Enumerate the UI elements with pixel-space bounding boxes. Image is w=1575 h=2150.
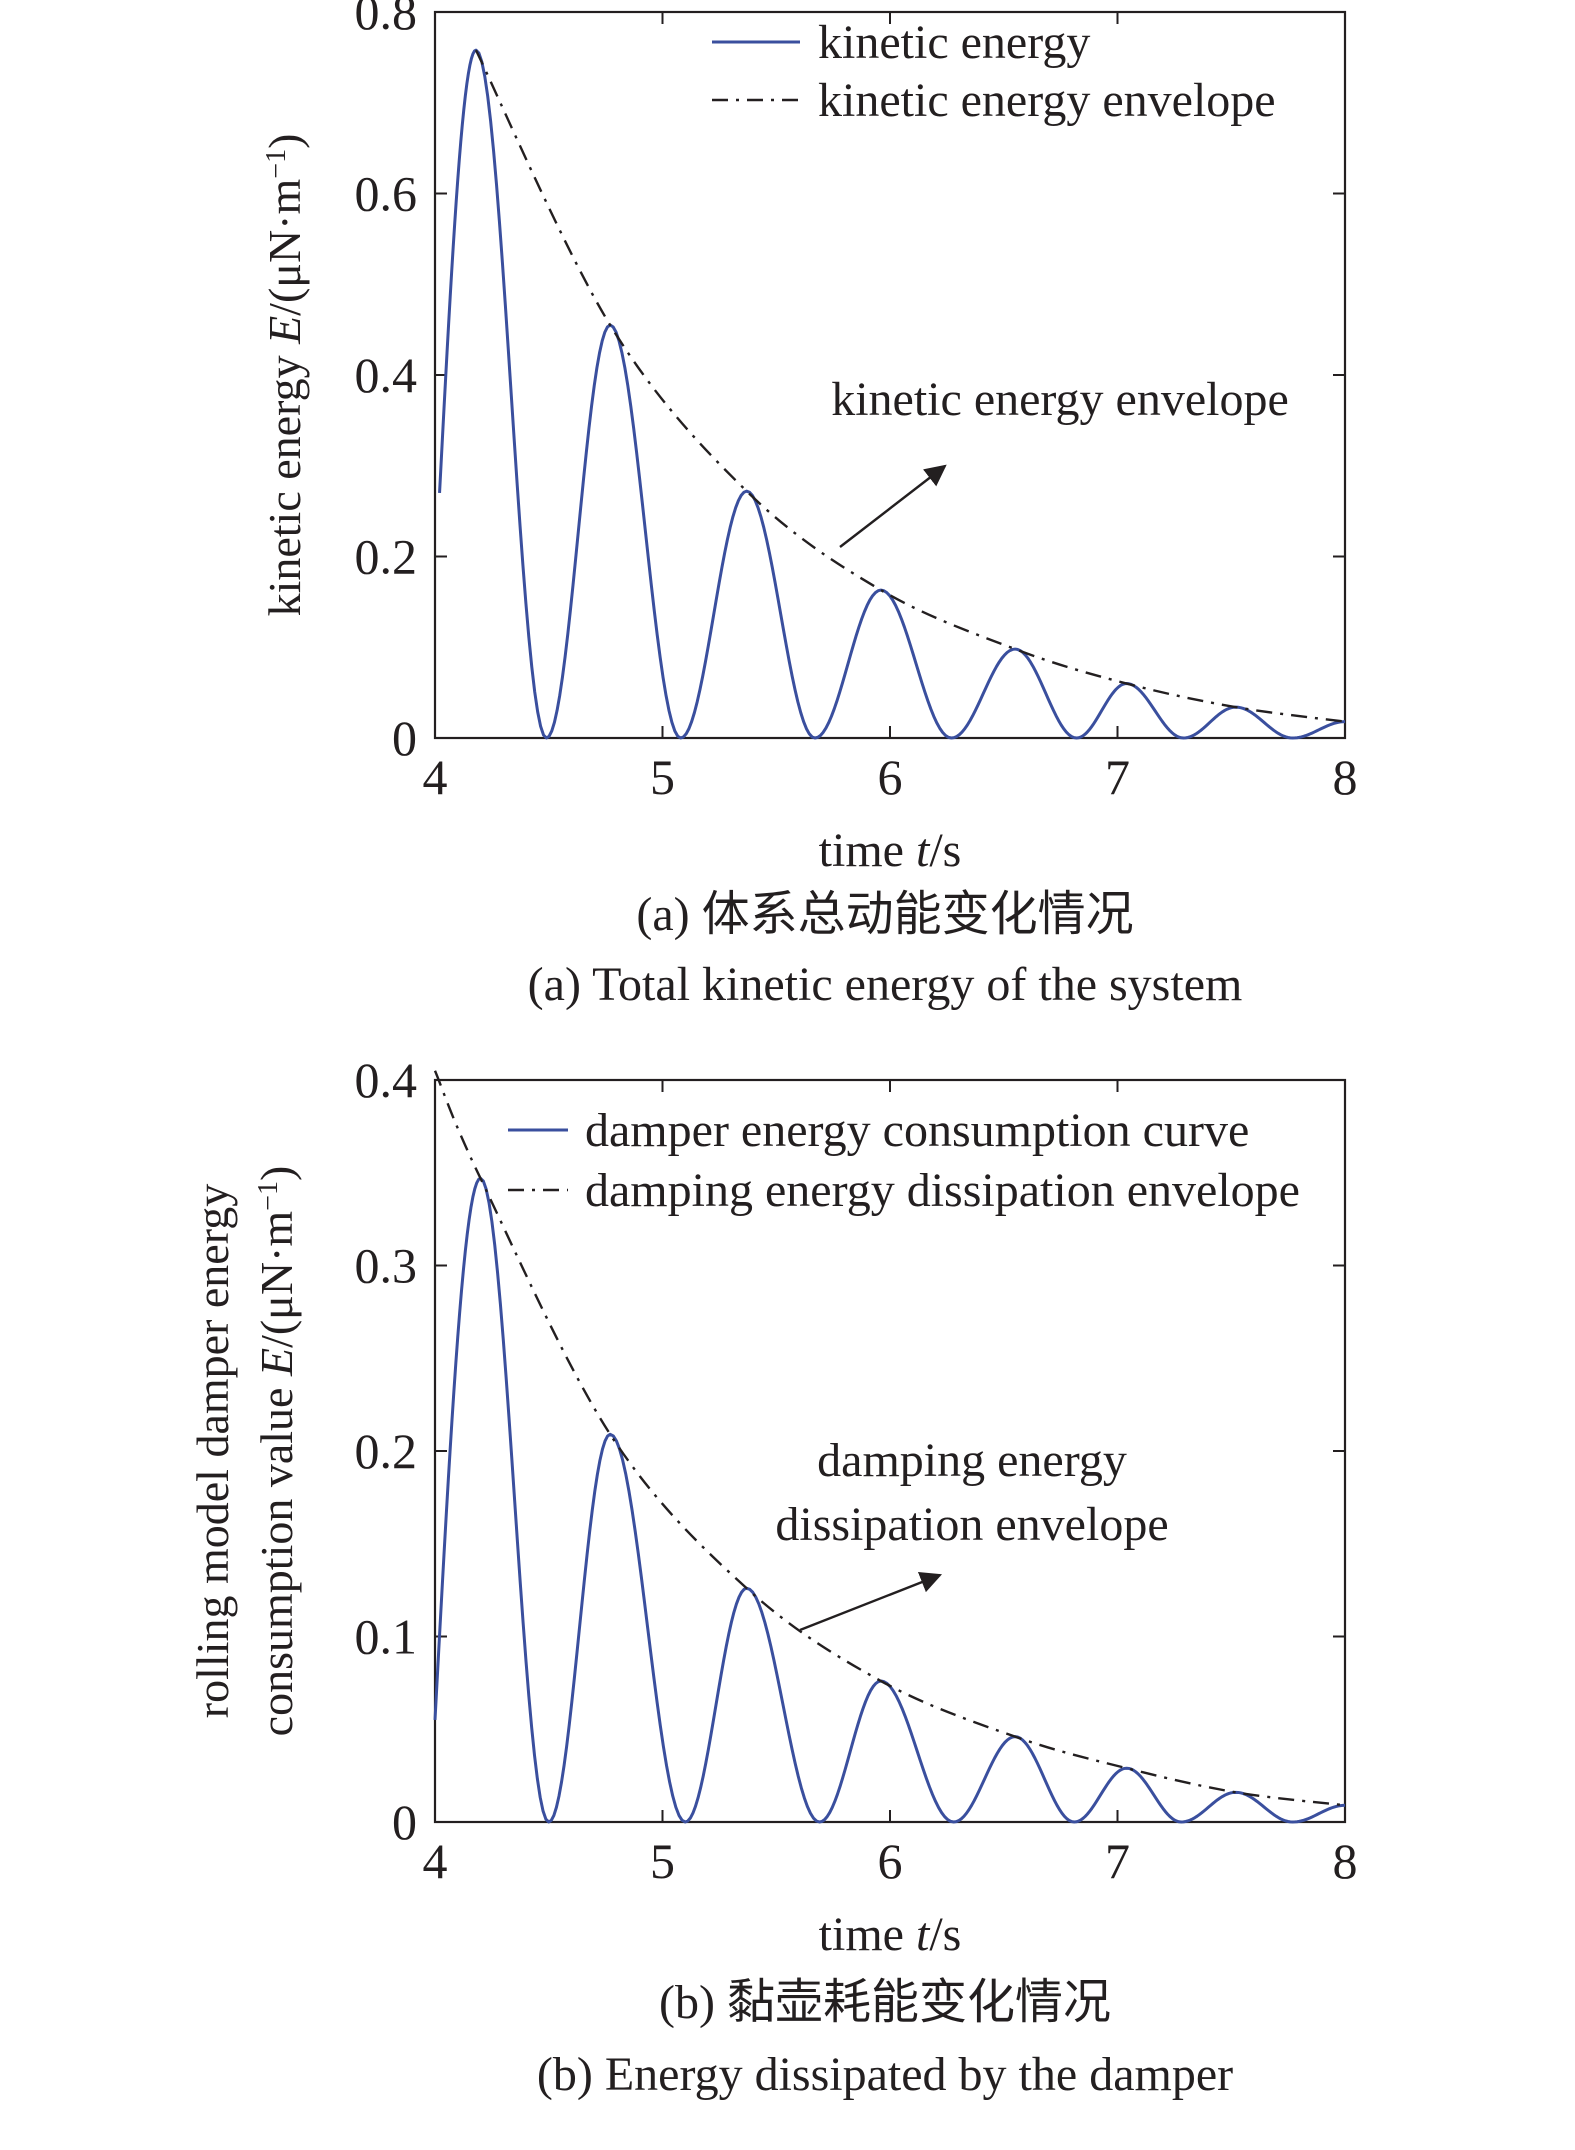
- y-tick-label: 0.2: [355, 1423, 418, 1479]
- legend-label: kinetic energy: [818, 16, 1090, 69]
- y-tick-label: 0.8: [355, 0, 418, 40]
- y-tick-label: 0.2: [355, 529, 418, 585]
- x-tick-label: 7: [1105, 749, 1130, 805]
- y-tick-label: 0.1: [355, 1609, 418, 1665]
- label-close: ): [259, 134, 310, 149]
- label-superscript: −1: [253, 1181, 284, 1211]
- annotation-text: damping energy: [817, 1434, 1127, 1487]
- damper-energy-chart: 4 5 6 7 8 0 0.1 0.2 0.3 0.4 time t/s rolling model …: [187, 1052, 1358, 2101]
- label-unit: /s: [929, 1908, 961, 1961]
- series-line-0: [438, 48, 1346, 740]
- envelope-line-1: [433, 1070, 1346, 1807]
- annotation-text: dissipation envelope: [775, 1498, 1168, 1551]
- label-text: rolling model damper energy: [187, 1184, 238, 1718]
- label-variable: E: [259, 316, 310, 345]
- y-tick-label: 0.3: [355, 1238, 418, 1294]
- x-axis-label: time t/s: [819, 1908, 962, 1961]
- y-tick-label: 0: [392, 1794, 417, 1850]
- label-unit: /(μN·m: [251, 1211, 302, 1348]
- label-superscript: −1: [261, 149, 292, 179]
- legend-label: kinetic energy envelope: [818, 74, 1276, 127]
- legend: damper energy consumption curve damping e…: [508, 1104, 1300, 1217]
- caption-english: (b) Energy dissipated by the damper: [537, 2048, 1233, 2101]
- label-close: ): [251, 1166, 302, 1181]
- x-tick-label: 4: [423, 749, 448, 805]
- x-tick-label: 5: [650, 1833, 675, 1889]
- caption-chinese: (b) 黏壶耗能变化情况: [659, 1976, 1111, 2029]
- x-tick-label: 4: [423, 1833, 448, 1889]
- annotation-arrow: [799, 1572, 943, 1632]
- x-tick-label: 6: [878, 1833, 903, 1889]
- x-tick-label: 6: [878, 749, 903, 805]
- label-text: kinetic energy: [259, 344, 310, 617]
- caption-chinese: (a) 体系总动能变化情况: [636, 888, 1133, 941]
- label-text: time: [819, 824, 916, 877]
- y-tick-label: 0.6: [355, 166, 418, 222]
- y-axis-label: kinetic energy E/(μN·m−1): [259, 134, 310, 617]
- x-tick-label: 7: [1105, 1833, 1130, 1889]
- label-variable: E: [251, 1348, 302, 1377]
- y-axis-label: rolling model damper energy: [187, 1184, 238, 1718]
- label-text: consumption value: [251, 1376, 302, 1736]
- x-tick-label: 5: [650, 749, 675, 805]
- caption-english: (a) Total kinetic energy of the system: [528, 958, 1243, 1011]
- y-tick-label: 0.4: [355, 1052, 418, 1108]
- label-unit: /s: [929, 824, 961, 877]
- x-tick-label: 8: [1333, 1833, 1358, 1889]
- label-text: time: [819, 1908, 916, 1961]
- y-tick-label: 0: [392, 710, 417, 766]
- annotation-text: kinetic energy envelope: [831, 373, 1289, 426]
- y-axis-label: consumption value E/(μN·m−1): [251, 1166, 302, 1737]
- y-tick-label: 0.4: [355, 347, 418, 403]
- label-unit: /(μN·m: [259, 179, 310, 316]
- legend-label: damper energy consumption curve: [585, 1104, 1249, 1157]
- annotation-arrow: [839, 464, 947, 548]
- label-variable: t: [916, 1908, 931, 1961]
- x-axis-label: time t/s: [819, 824, 962, 877]
- label-variable: t: [916, 824, 931, 877]
- series-line-0: [433, 1176, 1346, 1824]
- envelope-line-1: [474, 49, 1346, 723]
- x-tick-label: 8: [1333, 749, 1358, 805]
- kinetic-energy-chart: 4 5 6 7 8 0 0.2 0.4 0.6 0.8 time t/s kinetic energy…: [259, 0, 1358, 1011]
- legend-label: damping energy dissipation envelope: [585, 1164, 1300, 1217]
